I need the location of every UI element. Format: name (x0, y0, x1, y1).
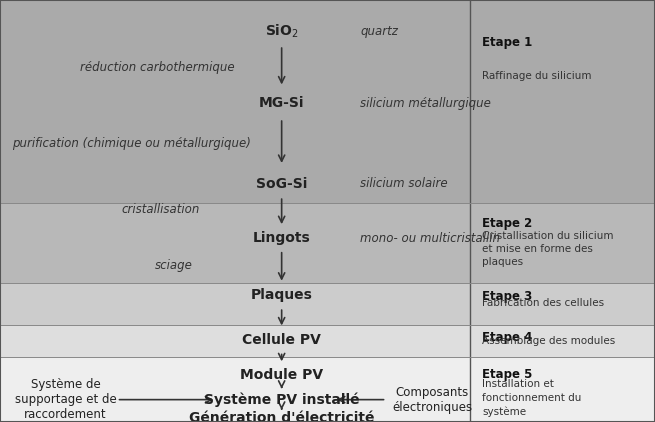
Text: Lingots: Lingots (253, 231, 310, 246)
Text: Assemblage des modules: Assemblage des modules (482, 336, 615, 346)
Text: Système PV installé: Système PV installé (204, 392, 360, 407)
Text: sciage: sciage (155, 260, 193, 272)
Bar (470, 0, 655, 203)
Text: Composants
électroniques: Composants électroniques (392, 386, 472, 414)
Text: Module PV: Module PV (240, 368, 323, 382)
Text: Fabrication des cellules: Fabrication des cellules (482, 298, 604, 308)
Text: Etape 2: Etape 2 (482, 217, 533, 230)
Text: Génération d'électricité: Génération d'électricité (189, 411, 375, 422)
Text: MG-Si: MG-Si (259, 96, 305, 111)
Text: Etape 4: Etape 4 (482, 331, 533, 344)
Bar (470, 325, 655, 357)
Text: Etape 5: Etape 5 (482, 368, 533, 381)
Bar (0, 325, 470, 357)
Text: purification (chimique ou métallurgique): purification (chimique ou métallurgique) (12, 137, 250, 150)
Text: cristallisation: cristallisation (121, 203, 200, 216)
Bar (0, 203, 470, 283)
Text: Cristallisation du silicium
et mise en forme des
plaques: Cristallisation du silicium et mise en f… (482, 230, 614, 267)
Bar (470, 203, 655, 283)
Text: Installation et
fonctionnement du
système: Installation et fonctionnement du systèm… (482, 379, 582, 417)
Text: réduction carbothermique: réduction carbothermique (80, 61, 234, 74)
Text: mono- ou multicristallin: mono- ou multicristallin (360, 232, 500, 245)
Text: SiO$_2$: SiO$_2$ (265, 23, 299, 41)
Bar (0, 283, 470, 325)
Text: Cellule PV: Cellule PV (242, 333, 321, 347)
Text: silicium solaire: silicium solaire (360, 177, 448, 190)
Text: quartz: quartz (360, 25, 398, 38)
Bar (0, 0, 470, 203)
Text: Système de
supportage et de
raccordement: Système de supportage et de raccordement (14, 378, 117, 421)
Text: Etape 1: Etape 1 (482, 36, 533, 49)
Bar (470, 357, 655, 422)
Bar (470, 283, 655, 325)
Text: silicium métallurgique: silicium métallurgique (360, 97, 491, 110)
Text: SoG-Si: SoG-Si (256, 176, 307, 191)
Text: Plaques: Plaques (251, 288, 312, 303)
Text: Etape 3: Etape 3 (482, 290, 533, 303)
Text: Raffinage du silicium: Raffinage du silicium (482, 71, 591, 81)
Bar (0, 357, 470, 422)
